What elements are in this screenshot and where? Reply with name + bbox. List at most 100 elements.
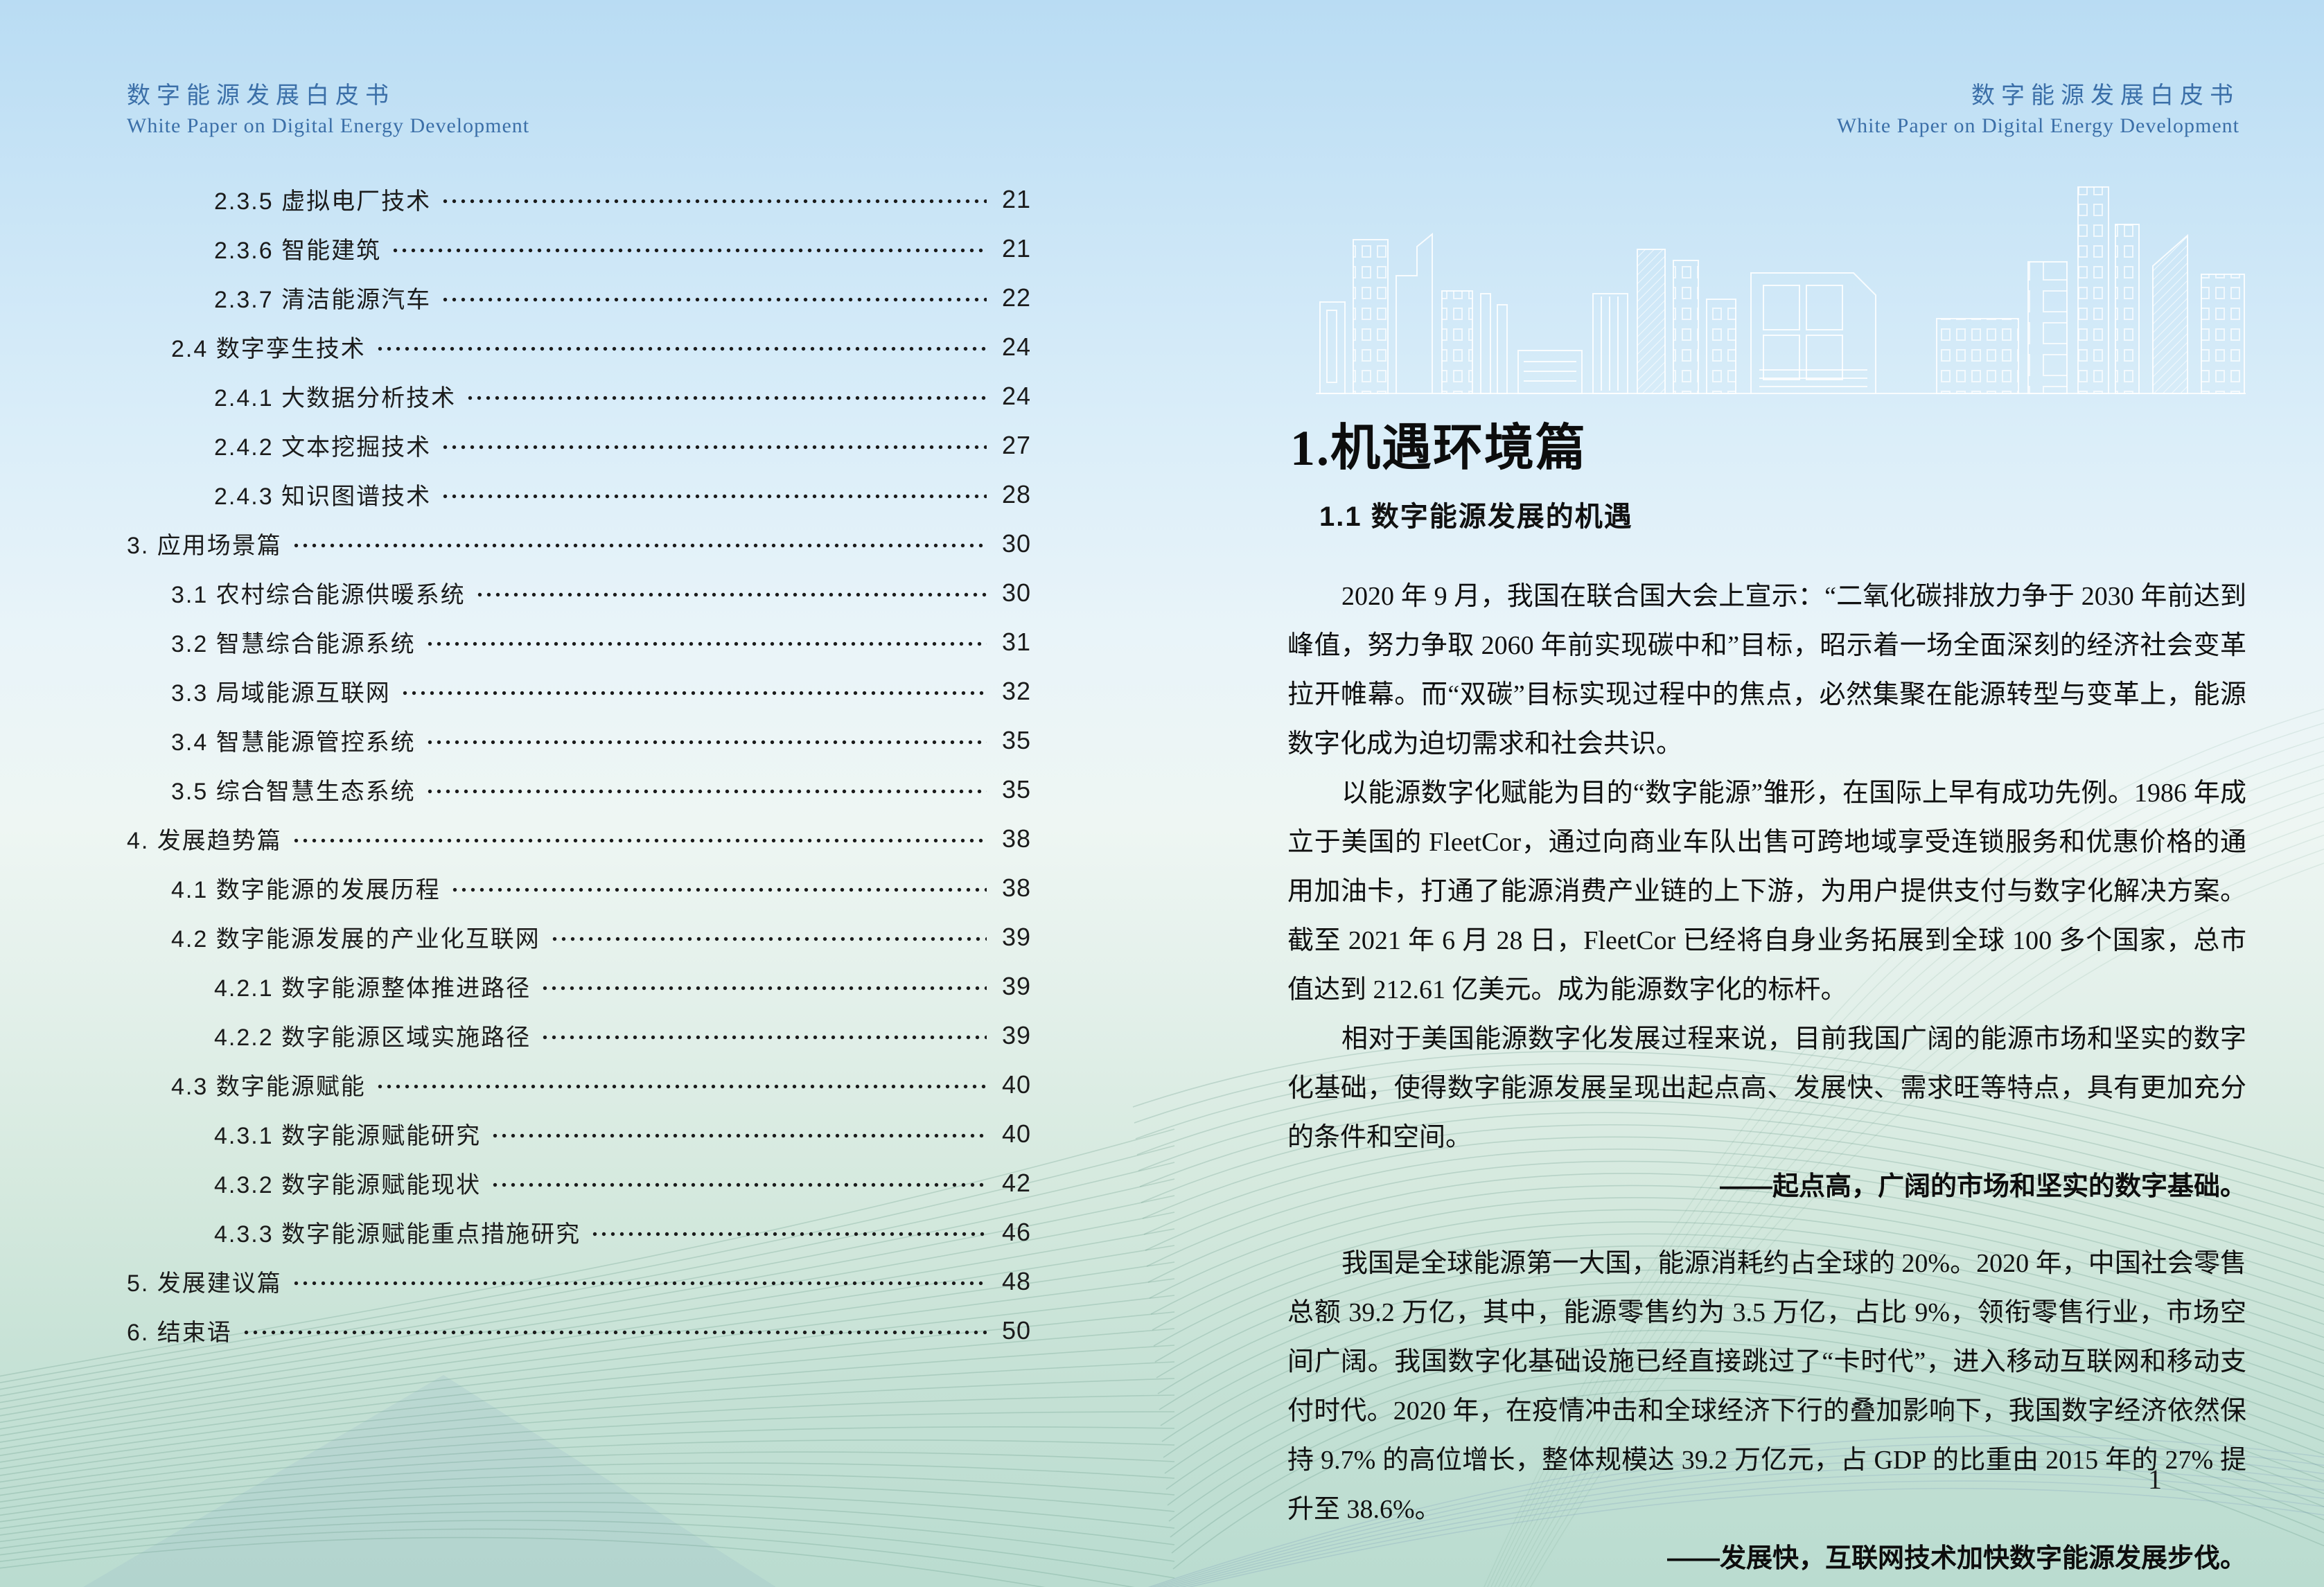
toc-entry-page: 35 xyxy=(1001,725,1031,754)
toc-entry-page: 31 xyxy=(1001,627,1031,656)
toc-entry-page: 40 xyxy=(1001,1119,1031,1148)
toc-entry-label: 3.3 局域能源互联网 xyxy=(171,680,391,707)
toc-entry-label: 4.3.3 数字能源赋能重点措施研究 xyxy=(214,1221,581,1248)
toc-entry-page: 30 xyxy=(1001,578,1031,607)
toc-entry[interactable]: 3.1 农村综合能源供暖系统 30 xyxy=(127,568,1031,617)
toc-entry[interactable]: 4.3.3 数字能源赋能重点措施研究 46 xyxy=(127,1207,1031,1257)
toc-entry[interactable]: 5. 发展建议篇 48 xyxy=(127,1257,1031,1306)
dot-leader xyxy=(540,986,987,991)
dot-leader xyxy=(441,199,987,204)
toc-entry[interactable]: 4.1 数字能源的发展历程 38 xyxy=(127,863,1031,912)
toc-entry-page: 27 xyxy=(1001,430,1031,459)
toc-entry-label: 5. 发展建议篇 xyxy=(127,1270,282,1297)
toc-entry-label: 3.2 智慧综合能源系统 xyxy=(171,631,416,657)
toc-entry-label: 4. 发展趋势篇 xyxy=(127,828,282,854)
toc-entry[interactable]: 3.5 综合智慧生态系统 35 xyxy=(127,765,1031,814)
dot-leader xyxy=(491,1182,987,1187)
toc-entry-page: 21 xyxy=(1001,233,1031,263)
toc-entry[interactable]: 3.2 智慧综合能源系统 31 xyxy=(127,617,1031,666)
toc-entry[interactable]: 2.3.5 虚拟电厂技术 21 xyxy=(127,175,1031,224)
toc-entry-label: 2.3.5 虚拟电厂技术 xyxy=(214,188,432,215)
dot-leader xyxy=(540,1035,987,1040)
dot-leader xyxy=(291,1281,987,1286)
header-title-zh: 数字能源发展白皮书 xyxy=(1971,83,2239,109)
dot-leader xyxy=(475,592,987,597)
blue-wedge-decoration xyxy=(83,1375,776,1587)
header-title-en: White Paper on Digital Energy Developmen… xyxy=(1836,114,2239,137)
dot-leader xyxy=(590,1232,987,1236)
toc-entry[interactable]: 3.3 局域能源互联网 32 xyxy=(127,666,1031,716)
dot-leader xyxy=(375,346,987,351)
dot-leader xyxy=(441,445,987,450)
toc-entry-page: 50 xyxy=(1001,1315,1031,1345)
toc-entry[interactable]: 2.3.7 清洁能源汽车 22 xyxy=(127,273,1031,322)
dot-leader xyxy=(291,838,987,843)
toc-entry-label: 2.3.6 智能建筑 xyxy=(214,238,382,264)
toc-entry-page: 22 xyxy=(1001,283,1031,312)
toc-entry[interactable]: 2.4.2 文本挖掘技术 27 xyxy=(127,420,1031,470)
toc-entry[interactable]: 4.2 数字能源发展的产业化互联网 39 xyxy=(127,912,1031,961)
toc-entry-page: 38 xyxy=(1001,824,1031,853)
section-title: 1.1 数字能源发展的机遇 xyxy=(1319,502,1633,532)
toc-entry-page: 39 xyxy=(1001,922,1031,951)
dot-leader xyxy=(425,740,987,745)
toc-entry-label: 6. 结束语 xyxy=(127,1320,232,1346)
toc-entry[interactable]: 6. 结束语 50 xyxy=(127,1306,1031,1355)
header-title-zh: 数字能源发展白皮书 xyxy=(127,83,395,109)
toc-entry[interactable]: 4.2.1 数字能源整体推进路径 39 xyxy=(127,961,1031,1011)
toc-entry-page: 21 xyxy=(1001,184,1031,213)
dot-leader xyxy=(491,1133,987,1138)
toc-entry-page: 46 xyxy=(1001,1217,1031,1246)
toc-entry[interactable]: 2.4.1 大数据分析技术 24 xyxy=(127,371,1031,420)
toc-entry-page: 32 xyxy=(1001,676,1031,705)
toc-entry-page: 48 xyxy=(1001,1266,1031,1295)
dot-leader xyxy=(291,543,987,548)
dot-leader xyxy=(425,789,987,794)
toc-entry-label: 2.4.1 大数据分析技术 xyxy=(214,385,457,411)
toc-entry-label: 3. 应用场景篇 xyxy=(127,533,282,559)
left-page-header: 数字能源发展白皮书 White Paper on Digital Energy … xyxy=(127,80,529,140)
toc-entry-label: 3.5 综合智慧生态系统 xyxy=(171,779,416,805)
dot-leader xyxy=(375,1084,987,1089)
toc-entry-label: 4.1 数字能源的发展历程 xyxy=(171,877,441,903)
dot-leader xyxy=(241,1330,987,1335)
toc-entry[interactable]: 4.3 数字能源赋能 40 xyxy=(127,1060,1031,1109)
toc-entry[interactable]: 2.4 数字孪生技术 24 xyxy=(127,322,1031,371)
body-paragraph: 我国是全球能源第一大国，能源消耗约占全球的 20%。2020 年，中国社会零售总… xyxy=(1287,1249,2246,1524)
chapter-content: 1.机遇环境篇 1.1 数字能源发展的机遇 2020 年 9 月，我国在联合国大… xyxy=(1287,420,2246,1587)
dot-leader xyxy=(391,248,987,253)
body-paragraph: 以能源数字化赋能为目的“数字能源”雏形，在国际上早有成功先例。1986 年成立于… xyxy=(1287,779,2246,1004)
toc-entry-page: 38 xyxy=(1001,873,1031,902)
toc-entry[interactable]: 4.3.2 数字能源赋能现状 42 xyxy=(127,1158,1031,1207)
toc-entry[interactable]: 4.2.2 数字能源区域实施路径 39 xyxy=(127,1011,1031,1060)
dot-leader xyxy=(466,396,987,400)
chapter-title: 1.机遇环境篇 xyxy=(1290,420,1587,476)
toc-entry-label: 4.2 数字能源发展的产业化互联网 xyxy=(171,926,540,952)
toc-entry-label: 4.2.2 数字能源区域实施路径 xyxy=(214,1025,531,1051)
toc-entry-label: 4.3 数字能源赋能 xyxy=(171,1074,366,1100)
toc-entry-page: 39 xyxy=(1001,971,1031,1000)
toc-entry-label: 4.3.1 数字能源赋能研究 xyxy=(214,1123,482,1149)
toc-entry[interactable]: 4. 发展趋势篇 38 xyxy=(127,814,1031,863)
dot-leader xyxy=(425,641,987,646)
toc-entry-page: 24 xyxy=(1001,381,1031,410)
toc-entry-page: 28 xyxy=(1001,479,1031,508)
toc-entry[interactable]: 2.3.6 智能建筑 21 xyxy=(127,224,1031,273)
toc-entry[interactable]: 4.3.1 数字能源赋能研究 40 xyxy=(127,1109,1031,1158)
toc-entry-label: 4.2.1 数字能源整体推进路径 xyxy=(214,975,531,1002)
toc-entry[interactable]: 2.4.3 知识图谱技术 28 xyxy=(127,470,1031,519)
emphasis-line: ——发展快，互联网技术加快数字能源发展步伐。 xyxy=(1666,1544,2246,1573)
page-number: 1 xyxy=(2148,1464,2162,1495)
toc-entry-page: 42 xyxy=(1001,1168,1031,1197)
dot-leader xyxy=(441,297,987,302)
toc-entry-label: 2.4.3 知识图谱技术 xyxy=(214,484,432,510)
emphasis-line: ——起点高，广阔的市场和坚实的数字基础。 xyxy=(1719,1172,2246,1201)
toc-entry[interactable]: 3. 应用场景篇 30 xyxy=(127,519,1031,568)
toc-entry[interactable]: 3.4 智慧能源管控系统 35 xyxy=(127,716,1031,765)
toc-entry-page: 30 xyxy=(1001,529,1031,558)
right-page-header: 数字能源发展白皮书 White Paper on Digital Energy … xyxy=(1837,80,2239,140)
dot-leader xyxy=(441,494,987,499)
table-of-contents: 2.3.5 虚拟电厂技术 21 2.3.6 智能建筑 21 2.3.7 清洁能源汽车… xyxy=(127,175,1031,1355)
